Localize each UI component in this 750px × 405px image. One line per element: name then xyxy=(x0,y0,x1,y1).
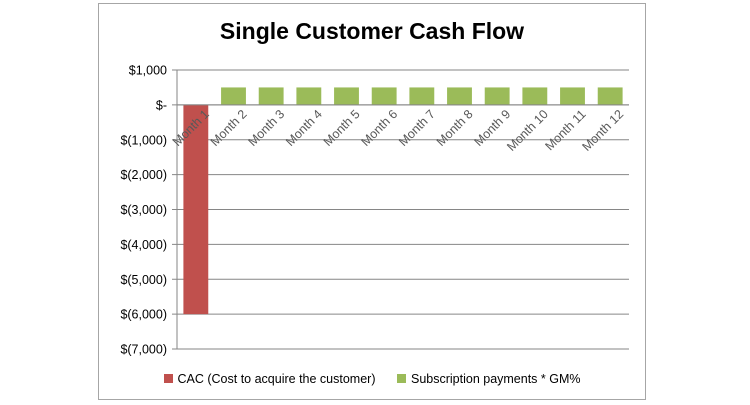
x-tick-label: Month 3 xyxy=(245,107,287,149)
y-tick-label: $(3,000) xyxy=(120,203,167,217)
x-tick-label: Month 12 xyxy=(580,107,627,154)
chart-plot: $1,000 $- $(1,000) $(2,000) $(3,000) $(4,000)… xyxy=(120,64,629,357)
x-tick-label: Month 6 xyxy=(358,107,400,149)
legend-swatch-subscription xyxy=(396,374,406,383)
legend-label-cac: CAC (Cost to acquire the customer) xyxy=(177,372,376,386)
y-tick-label: $(5,000) xyxy=(120,273,167,287)
legend-item-cac: CAC (Cost to acquire the customer) xyxy=(163,372,376,386)
y-tick-label: $(4,000) xyxy=(120,238,167,252)
x-tick-label: Month 10 xyxy=(504,107,551,154)
x-tick-label: Month 2 xyxy=(208,107,250,149)
bar-series-0 xyxy=(183,104,209,315)
gridlines xyxy=(177,69,629,350)
bars xyxy=(183,87,623,315)
y-tick-label: $(1,000) xyxy=(120,133,167,147)
axes xyxy=(172,69,629,350)
legend-label-subscription: Subscription payments * GM% xyxy=(410,372,581,386)
x-tick-label: Month 7 xyxy=(396,107,438,149)
bar-series-1 xyxy=(221,87,246,105)
bar-series-1 xyxy=(484,87,510,105)
bar-series-1 xyxy=(522,87,548,105)
chart-frame: Single Customer Cash Flow $1,000 $- $(1,00… xyxy=(98,3,646,400)
y-tick-label: $(7,000) xyxy=(120,343,167,357)
bar-series-1 xyxy=(371,87,397,105)
legend: CAC (Cost to acquire the customer) Subsc… xyxy=(99,372,645,386)
bar-series-1 xyxy=(296,87,322,105)
y-tick-label: $(6,000) xyxy=(120,308,167,322)
bar-series-1 xyxy=(409,87,435,105)
y-tick-label: $1,000 xyxy=(129,64,167,78)
chart-title: Single Customer Cash Flow xyxy=(219,18,525,44)
bar-series-1 xyxy=(334,87,359,105)
legend-item-subscription: Subscription payments * GM% xyxy=(396,372,581,386)
y-tick-label: $- xyxy=(156,98,167,112)
x-tick-label: Month 5 xyxy=(321,107,363,149)
y-tick-label: $(2,000) xyxy=(120,168,167,182)
bar-series-1 xyxy=(560,87,585,105)
bar-series-1 xyxy=(447,87,472,105)
x-tick-label: Month 4 xyxy=(283,107,325,149)
legend-swatch-cac xyxy=(163,374,173,383)
bar-series-1 xyxy=(597,87,623,105)
bar-series-1 xyxy=(258,87,284,105)
x-tick-label: Month 8 xyxy=(434,107,476,149)
